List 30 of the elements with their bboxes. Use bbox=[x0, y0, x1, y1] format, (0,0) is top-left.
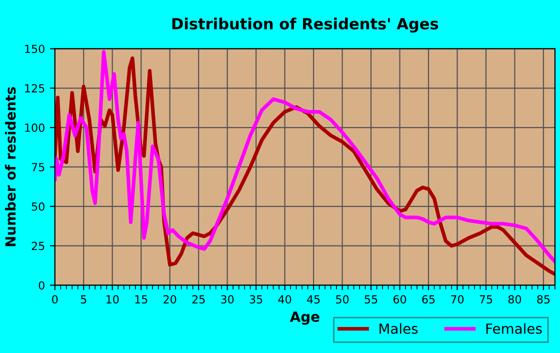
legend-label: Females bbox=[486, 323, 542, 334]
y-tick-label: 150 bbox=[25, 44, 44, 54]
x-tick-label: 70 bbox=[451, 295, 464, 304]
x-tick-label: 20 bbox=[164, 295, 176, 304]
y-tick-label: 75 bbox=[32, 163, 44, 172]
y-tick-label: 50 bbox=[32, 202, 44, 211]
x-tick-label: 60 bbox=[393, 295, 406, 304]
chart-title: Distribution of Residents' Ages bbox=[172, 18, 438, 33]
x-tick-label: 25 bbox=[192, 295, 205, 304]
x-tick-label: 15 bbox=[135, 295, 148, 304]
x-tick-label: 40 bbox=[278, 295, 292, 304]
y-tick-label: 125 bbox=[25, 84, 44, 93]
y-tick-label: 0 bbox=[38, 281, 44, 290]
y-tick-label: 25 bbox=[32, 242, 44, 250]
x-tick-label: 10 bbox=[106, 295, 119, 304]
x-tick-label: 0 bbox=[52, 295, 58, 304]
x-axis-title: Age bbox=[290, 312, 320, 325]
x-tick-label: 65 bbox=[422, 295, 435, 304]
x-tick-label: 55 bbox=[364, 295, 378, 304]
x-tick-label: 80 bbox=[508, 295, 522, 304]
x-tick-label: 30 bbox=[221, 295, 234, 304]
x-tick-label: 35 bbox=[250, 295, 262, 304]
x-tick-label: 50 bbox=[336, 295, 349, 304]
y-axis-title: Number of residents bbox=[4, 87, 16, 246]
x-tick-label: 75 bbox=[480, 295, 492, 304]
x-tick-label: 45 bbox=[307, 295, 320, 304]
x-tick-label: 85 bbox=[537, 295, 550, 304]
x-tick-label: 5 bbox=[80, 295, 86, 304]
legend-label: Males bbox=[380, 323, 418, 334]
y-tick-label: 100 bbox=[25, 124, 44, 132]
